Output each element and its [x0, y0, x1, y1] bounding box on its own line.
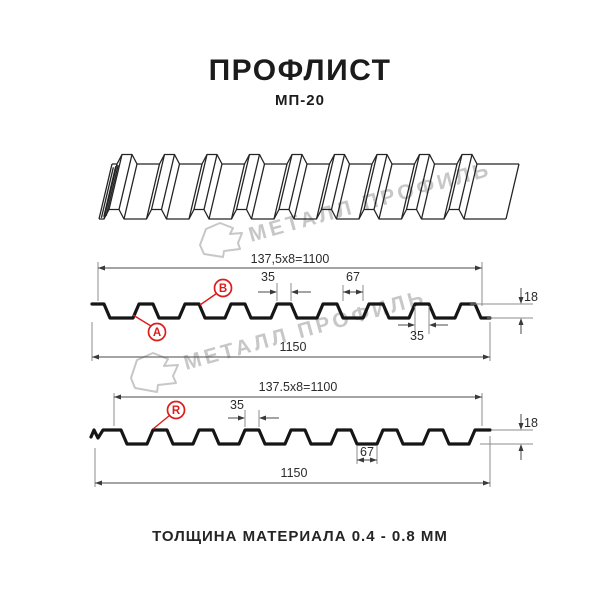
watermark-lower: МЕТАЛЛ ПРОФИЛЬ — [130, 286, 429, 393]
label-r: R — [172, 405, 181, 417]
metall-profil-logo-icon — [130, 352, 179, 393]
watermark-text: МЕТАЛЛ ПРОФИЛЬ — [181, 286, 429, 375]
label-a-marker — [147, 322, 167, 342]
material-thickness-note: ТОЛЩИНА МАТЕРИАЛА 0.4 - 0.8 ММ — [152, 528, 448, 545]
dim-rib-top-width: 35 — [261, 270, 275, 284]
page-title: ПРОФЛИСТ — [208, 54, 392, 87]
dim-rib-bottom-width: 35 — [410, 329, 424, 343]
label-a: A — [153, 327, 161, 339]
dim-valley-width: 67 — [346, 270, 360, 284]
dim-rib-top-width: 35 — [230, 398, 244, 412]
metall-profil-logo-icon — [199, 222, 243, 258]
section-top-view: 137,5x8=1100 35 67 18 — [90, 252, 538, 361]
profile-section-outline — [90, 302, 492, 320]
dim-valley-width: 67 — [360, 445, 374, 459]
dim-height: 18 — [524, 416, 538, 430]
profile-section-outline — [89, 428, 492, 446]
profile-model-subtitle: МП-20 — [275, 92, 325, 109]
label-r-marker — [166, 400, 186, 420]
dim-module-bottom: 137.5x8=1100 — [259, 380, 338, 394]
dim-height: 18 — [524, 290, 538, 304]
section-bottom-view: 137.5x8=1100 35 R 67 — [89, 380, 538, 487]
label-b-marker — [213, 278, 233, 298]
sheet-3d-view — [98, 153, 520, 220]
dim-module-top: 137,5x8=1100 — [251, 252, 330, 266]
dim-overall-width: 1150 — [281, 466, 308, 480]
dim-overall-width: 1150 — [280, 340, 307, 354]
label-b: B — [219, 283, 227, 295]
